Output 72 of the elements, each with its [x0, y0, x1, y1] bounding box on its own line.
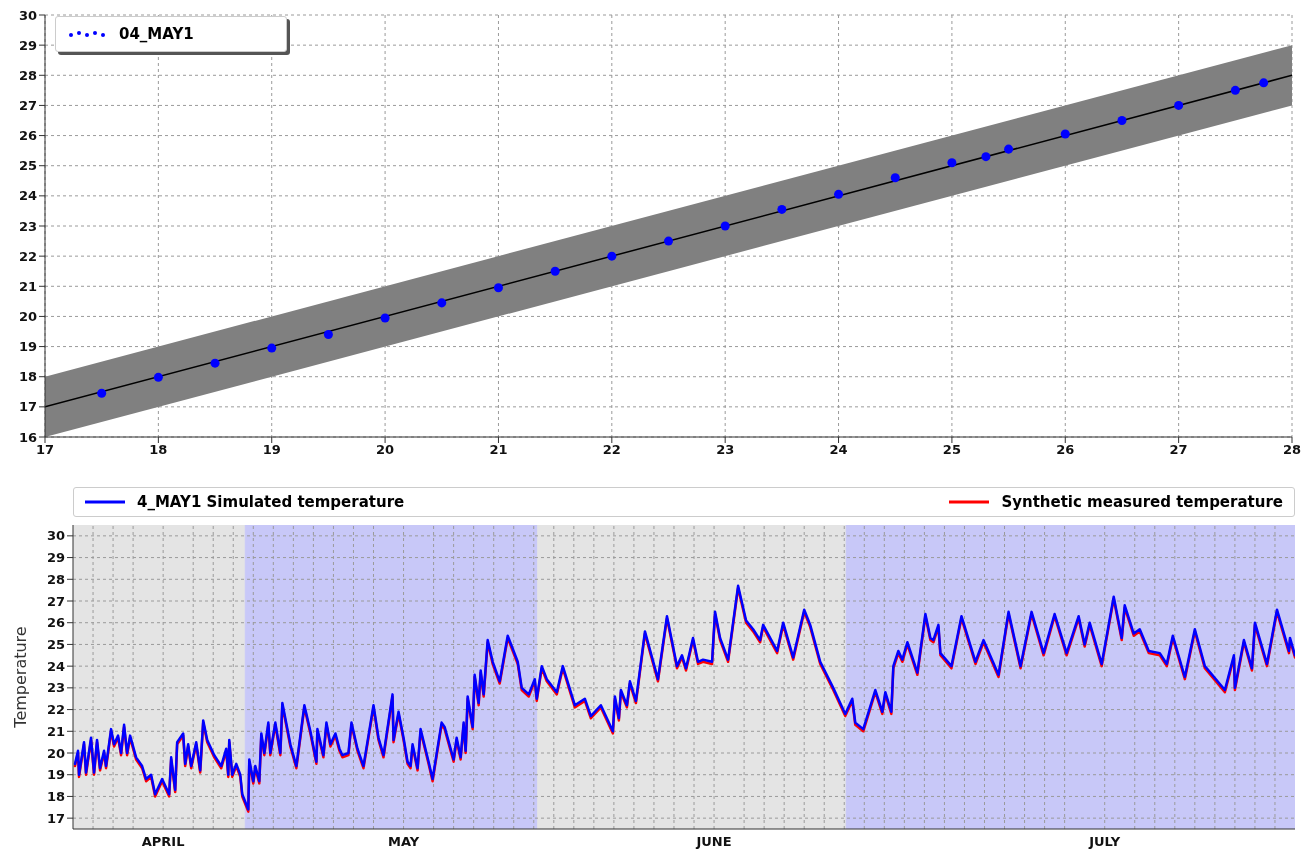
point [550, 266, 560, 276]
y-tick-label: 17 [46, 810, 65, 826]
point [1060, 129, 1070, 139]
point [97, 388, 107, 398]
y-axis-title: Temperature [10, 626, 30, 729]
y-tick-label: 29 [46, 550, 65, 566]
x-tick-label: JULY [1088, 834, 1121, 850]
y-tick-label: 26 [18, 128, 37, 144]
x-tick-label: APRIL [141, 834, 185, 850]
point [720, 221, 730, 231]
point [323, 330, 333, 340]
y-tick-label: 25 [46, 637, 65, 653]
x-tick-label: 27 [1169, 442, 1188, 458]
x-tick-label: 28 [1282, 442, 1302, 458]
x-tick-label: 19 [262, 442, 281, 458]
x-tick-label: MAY [387, 834, 420, 850]
point [210, 358, 220, 368]
y-tick-label: 28 [18, 67, 37, 83]
x-tick-label: 17 [35, 442, 55, 458]
y-tick-label: 21 [18, 278, 37, 294]
y-tick-label: 19 [18, 339, 37, 355]
y-tick-label: 22 [18, 248, 37, 264]
x-tick-label: 18 [149, 442, 168, 458]
point [493, 283, 503, 293]
y-tick-label: 29 [18, 37, 37, 53]
y-tick-label: 27 [46, 593, 65, 609]
y-tick-label: 16 [18, 429, 37, 445]
x-tick-label: 23 [716, 442, 735, 458]
point [1259, 78, 1269, 88]
text: 04_MAY1 [119, 25, 194, 43]
point [153, 372, 163, 382]
point [1004, 144, 1014, 154]
point [981, 152, 991, 162]
point [890, 173, 900, 183]
y-tick-label: 19 [46, 767, 65, 783]
y-tick-label: 18 [18, 369, 37, 385]
x-tick-label: 26 [1056, 442, 1075, 458]
y-tick-label: 27 [18, 98, 37, 114]
x-tick-label: 21 [489, 442, 508, 458]
point [1117, 115, 1127, 126]
legend-label: Synthetic measured temperature [1001, 493, 1283, 511]
point [834, 189, 844, 199]
x-tick-label: 22 [602, 442, 621, 458]
y-tick-label: 18 [46, 789, 65, 805]
point [663, 236, 674, 246]
y-tick-label: 30 [18, 7, 37, 23]
y-tick-label: 21 [46, 723, 65, 739]
y-tick-label: 25 [18, 158, 37, 174]
y-tick-label: 26 [46, 615, 65, 631]
y-tick-label: 28 [46, 571, 65, 587]
point [380, 313, 390, 323]
y-tick-label: 24 [18, 188, 37, 204]
y-tick-label: 23 [46, 680, 65, 696]
point [1230, 85, 1240, 95]
point [1174, 100, 1184, 110]
point [437, 298, 447, 308]
point [267, 343, 277, 353]
y-tick-label: 24 [46, 658, 65, 674]
x-tick-label: 20 [376, 442, 395, 458]
point [607, 251, 617, 261]
x-tick-label: 25 [942, 442, 961, 458]
y-tick-label: 22 [46, 702, 65, 718]
y-tick-label: 30 [46, 528, 65, 544]
legend-label: 4_MAY1 Simulated temperature [137, 493, 405, 511]
x-tick-label: JUNE [695, 834, 732, 850]
y-tick-label: 20 [46, 745, 65, 761]
point [947, 158, 957, 168]
y-tick-label: 23 [18, 218, 37, 234]
y-tick-label: 17 [18, 399, 37, 415]
point [777, 204, 787, 214]
y-tick-label: 20 [18, 309, 37, 325]
x-tick-label: 24 [829, 442, 848, 458]
